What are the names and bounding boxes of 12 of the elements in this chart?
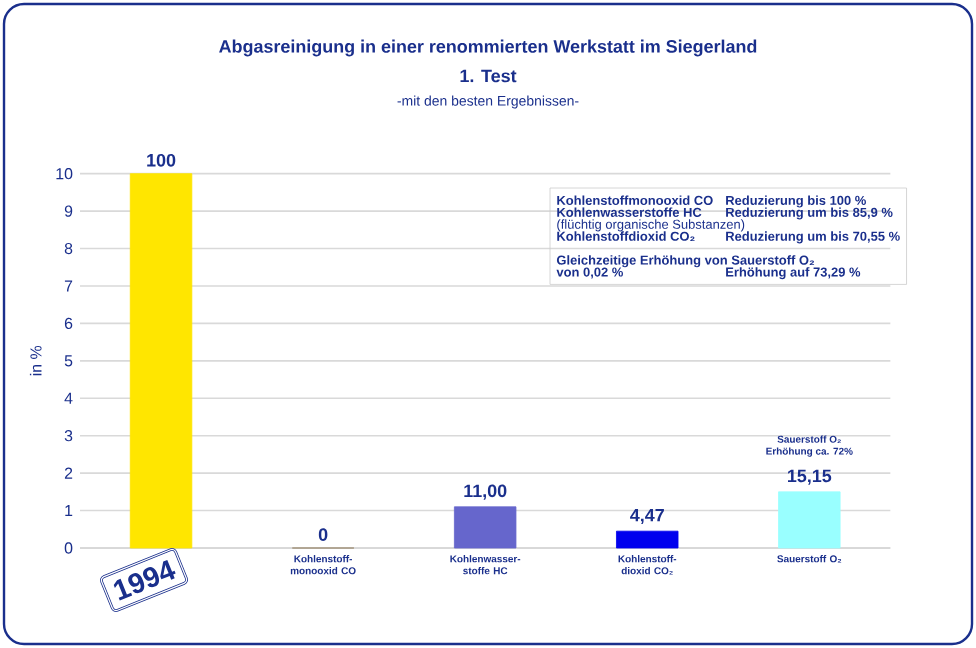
chart-subtitle: 1. Test <box>460 69 517 83</box>
bar <box>453 506 517 549</box>
chart-title: Abgasreinigung in einer renommierten Werkstatt im Siegerland <box>219 39 757 57</box>
bar <box>129 173 193 549</box>
annotation: 15,15 <box>788 469 832 485</box>
annotation: 4,47 <box>630 509 664 525</box>
annotation: 0 <box>318 528 328 541</box>
bar <box>778 491 841 549</box>
annotation: 100 <box>147 153 176 167</box>
text: 1994 <box>113 559 176 601</box>
bar <box>616 530 679 549</box>
annotation: 11,00 <box>464 484 507 500</box>
